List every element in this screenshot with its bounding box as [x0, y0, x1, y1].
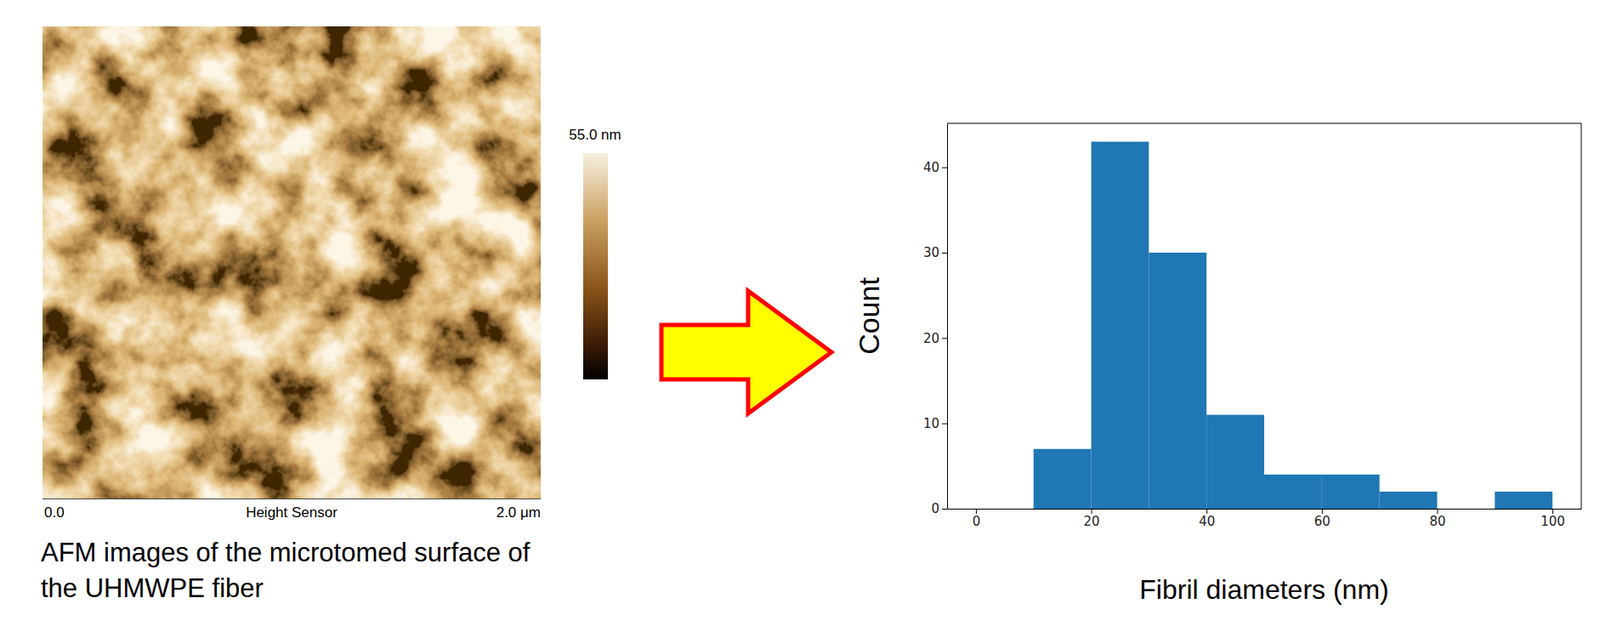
x-tick: 60: [1314, 508, 1331, 529]
x-tick-label: 60: [1314, 513, 1331, 529]
bar: [1206, 414, 1265, 509]
x-axis: 0 20 40 60 80 100: [947, 508, 1583, 529]
y-tick: 0: [930, 500, 948, 517]
y-axis-title: Count: [852, 277, 886, 355]
afm-image-baseline: [42, 498, 541, 500]
x-tick: 40: [1198, 508, 1215, 529]
x-axis-title: Fibril diameters (nm): [1139, 573, 1389, 605]
afm-image: [42, 26, 541, 499]
bar: [1321, 474, 1380, 509]
y-tick-mark: [941, 423, 948, 425]
bar: [1091, 141, 1150, 509]
image-channel: Height Sensor: [245, 504, 338, 521]
x-axis-line: [947, 508, 1583, 510]
y-tick: 40: [923, 159, 948, 176]
frame-right: [1581, 123, 1583, 509]
bar: [1436, 508, 1495, 510]
x-tick: 0: [972, 508, 982, 529]
y-axis-line: [947, 124, 948, 510]
x-tick-label: 20: [1083, 513, 1100, 529]
colorbar: [583, 153, 608, 380]
figure: 55.0 nm 0.0 Height Sensor 2.0 μm AFM images …: [0, 0, 1600, 638]
y-tick-mark: [941, 167, 948, 169]
bar: [1148, 252, 1207, 509]
bar: [1033, 448, 1092, 509]
y-tick-label: 10: [923, 415, 940, 432]
y-tick: 30: [923, 244, 948, 261]
frame-top: [947, 123, 1582, 125]
arrow: [661, 290, 832, 414]
y-tick-label: 20: [923, 330, 940, 347]
bar: [975, 508, 1034, 510]
y-tick-label: 30: [923, 244, 940, 261]
x-tick: 100: [1540, 508, 1566, 529]
image-axis-end: 2.0 μm: [496, 504, 541, 521]
bar: [1264, 474, 1322, 509]
y-tick-label: 0: [930, 500, 940, 517]
bars: [1033, 141, 1553, 509]
image-caption: AFM images of the microtomed surface oft…: [40, 537, 531, 603]
y-tick-mark: [941, 508, 948, 510]
colorbar-label: 55.0 nm: [568, 126, 621, 143]
y-axis: 0 10 20 30 40: [923, 124, 948, 517]
y-tick-mark: [941, 252, 948, 254]
x-tick: 80: [1429, 508, 1446, 529]
x-tick-label: 0: [972, 513, 982, 529]
x-tick: 20: [1083, 508, 1100, 529]
x-tick-label: 100: [1540, 513, 1566, 529]
bar: [1379, 491, 1438, 509]
y-tick-label: 40: [923, 159, 940, 176]
y-tick: 10: [923, 415, 948, 432]
bar: [1494, 491, 1553, 509]
x-tick-label: 40: [1198, 513, 1215, 529]
x-tick-label: 80: [1429, 513, 1446, 529]
y-tick: 20: [923, 330, 948, 347]
image-axis-start: 0.0: [44, 504, 65, 521]
y-tick-mark: [941, 337, 948, 339]
